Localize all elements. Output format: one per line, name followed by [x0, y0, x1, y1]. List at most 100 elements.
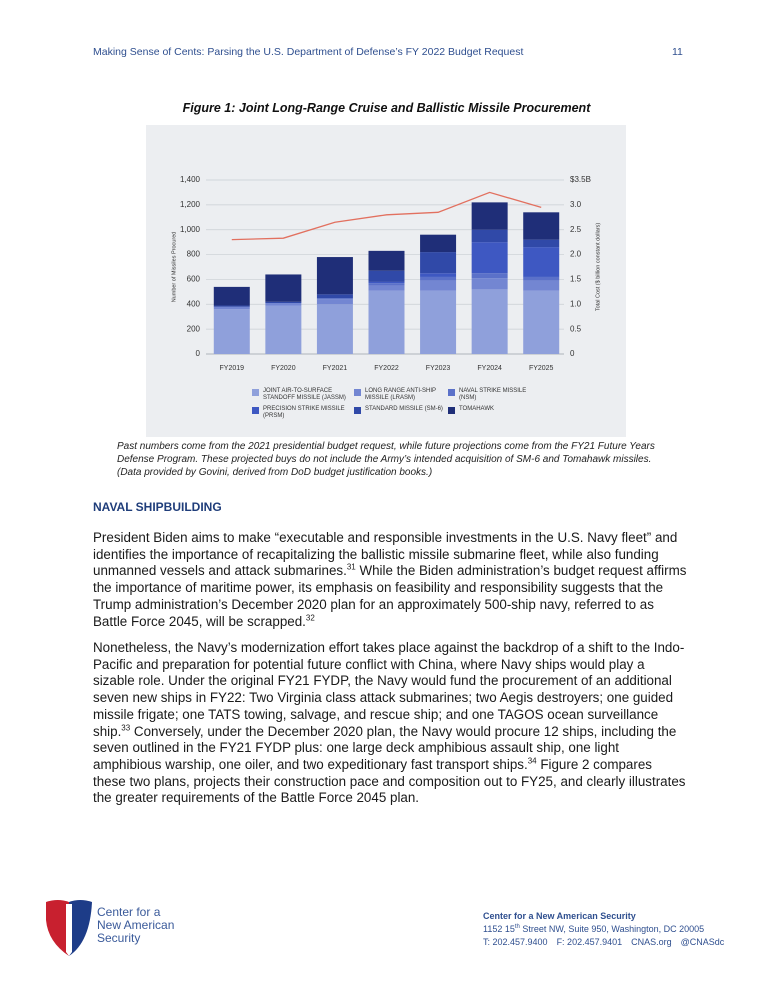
bar-segment [368, 250, 405, 271]
x-tick-label: FY2022 [374, 365, 399, 372]
contact: @CNASdc [680, 937, 725, 947]
y2-tick-label: 0.5 [570, 324, 582, 333]
bar-segment [420, 273, 457, 277]
footnote-ref: 31 [346, 562, 356, 572]
legend-label: TOMAHAWK [459, 406, 495, 412]
bar-segment [471, 242, 508, 274]
logo-line: New American [97, 918, 175, 932]
bar-segment [316, 294, 353, 299]
footnote-ref: th [514, 924, 520, 930]
bar-segment [523, 290, 560, 354]
running-title: Making Sense of Cents: Parsing the U.S. … [93, 46, 524, 58]
legend-label: NAVAL STRIKE MISSILE (NSM) [459, 388, 527, 401]
y2-tick-label: 2.0 [570, 250, 582, 259]
x-tick-label: FY2019 [220, 365, 245, 372]
text-run: While the Biden administration’s budget … [93, 563, 687, 629]
y2-axis-label: Total Cost ($ billion constant dollars) [595, 223, 601, 312]
chart-panel: Number of Missiles Procured Total Cost (… [146, 125, 626, 437]
bar-segment [316, 304, 353, 354]
figure-note: Past numbers come from the 2021 presiden… [117, 441, 655, 478]
bar-segment [420, 234, 457, 253]
address-block: Center for a New American Security 1152 … [483, 910, 733, 949]
section-heading: NAVAL SHIPBUILDING [93, 500, 222, 514]
x-tick-label: FY2020 [271, 365, 296, 372]
y-tick-label: 800 [187, 250, 201, 259]
bar-segment [213, 286, 250, 306]
text-run: President Biden aims to make “executable… [93, 530, 678, 579]
y2-tick-label: 1.0 [570, 299, 582, 308]
contacts: T: 202.457.9400 F: 202.457.9401 CNAS.org @C… [483, 936, 733, 949]
figure-caption: Figure 1: Joint Long-Range Cruise and Ba… [182, 101, 591, 115]
logo-line: Security [97, 931, 141, 945]
bar-segment [368, 281, 405, 284]
bar-segment [471, 289, 508, 354]
bar-segment [368, 283, 405, 286]
bar-segment [471, 202, 508, 230]
bar-segment [368, 270, 405, 282]
y-tick-label: 600 [187, 275, 201, 284]
bar-segment [420, 290, 457, 354]
contact: T: 202.457.9400 [483, 937, 548, 947]
bar-segment [523, 212, 560, 240]
bar-segment [420, 280, 457, 291]
contact: CNAS.org [631, 937, 672, 947]
paragraph: President Biden aims to make “executable… [93, 530, 687, 630]
bar-segment [523, 280, 560, 291]
bar-segment [471, 273, 508, 279]
org-name: Center for a New American Security [483, 911, 636, 921]
y2-tick-label: 1.5 [570, 275, 582, 284]
footnote-ref: 34 [527, 756, 537, 766]
legend-label: JOINT AIR-TO-SURFACE STANDOFF MISSILE (J… [263, 388, 346, 401]
y2-tick-label: $3.5B [570, 175, 591, 184]
legend-swatch [354, 407, 361, 414]
text-run: Nonetheless, the Navy’s modernization ef… [93, 640, 685, 739]
bar-segment [471, 278, 508, 290]
bar-segment [316, 299, 353, 305]
contact: F: 202.457.9401 [556, 937, 623, 947]
legend-label: LONG RANGE ANTI-SHIP MISSILE (LRASM) [365, 388, 436, 401]
bar-segment [368, 290, 405, 354]
bar-segment [265, 305, 302, 354]
address: 1152 15th Street NW, Suite 950, Washingt… [483, 923, 733, 936]
x-tick-label: FY2025 [529, 365, 554, 372]
text-run: Figure 2 compares these two plans, proje… [93, 756, 686, 806]
y-tick-label: 200 [187, 324, 201, 333]
bar-segment [213, 309, 250, 354]
bar-segment [368, 285, 405, 291]
legend-swatch [252, 389, 259, 396]
bar-segment [265, 303, 302, 306]
logo-shield [46, 900, 92, 956]
page-number: 11 [672, 46, 683, 58]
bar-segment [523, 239, 560, 248]
x-tick-label: FY2024 [477, 365, 502, 372]
logo-text: Center for a New American Security [97, 906, 174, 945]
text-run: 1152 15 [483, 924, 515, 934]
bar-segment [316, 298, 353, 300]
legend-label: PRECISION STRIKE MISSILE (PRSM) [263, 406, 345, 419]
legend-swatch [448, 407, 455, 414]
footnote-ref: 32 [305, 613, 315, 623]
y-tick-label: 1,200 [180, 200, 201, 209]
y2-tick-label: 3.0 [570, 200, 582, 209]
legend-swatch [252, 407, 259, 414]
cost-line [231, 191, 542, 241]
y-axis-label: Number of Missiles Procured [171, 232, 177, 303]
bar-segment [316, 257, 353, 295]
bar-segment [265, 301, 302, 304]
y2-tick-label: 0 [570, 349, 575, 358]
legend-swatch [354, 389, 361, 396]
x-tick-label: FY2021 [323, 365, 348, 372]
bar-segment [523, 276, 560, 281]
bar-segment [213, 305, 250, 307]
y2-tick-label: 2.5 [570, 225, 582, 234]
bar-segment [420, 252, 457, 274]
y-tick-label: 1,000 [180, 225, 201, 234]
legend-swatch [448, 389, 455, 396]
bar-segment [213, 306, 250, 310]
legend-label: STANDARD MISSILE (SM-6) [365, 406, 443, 412]
paragraph: Nonetheless, the Navy’s modernization ef… [93, 640, 687, 807]
y-tick-label: 0 [196, 349, 201, 358]
bar-segment [523, 247, 560, 277]
bar-segment [265, 274, 302, 302]
